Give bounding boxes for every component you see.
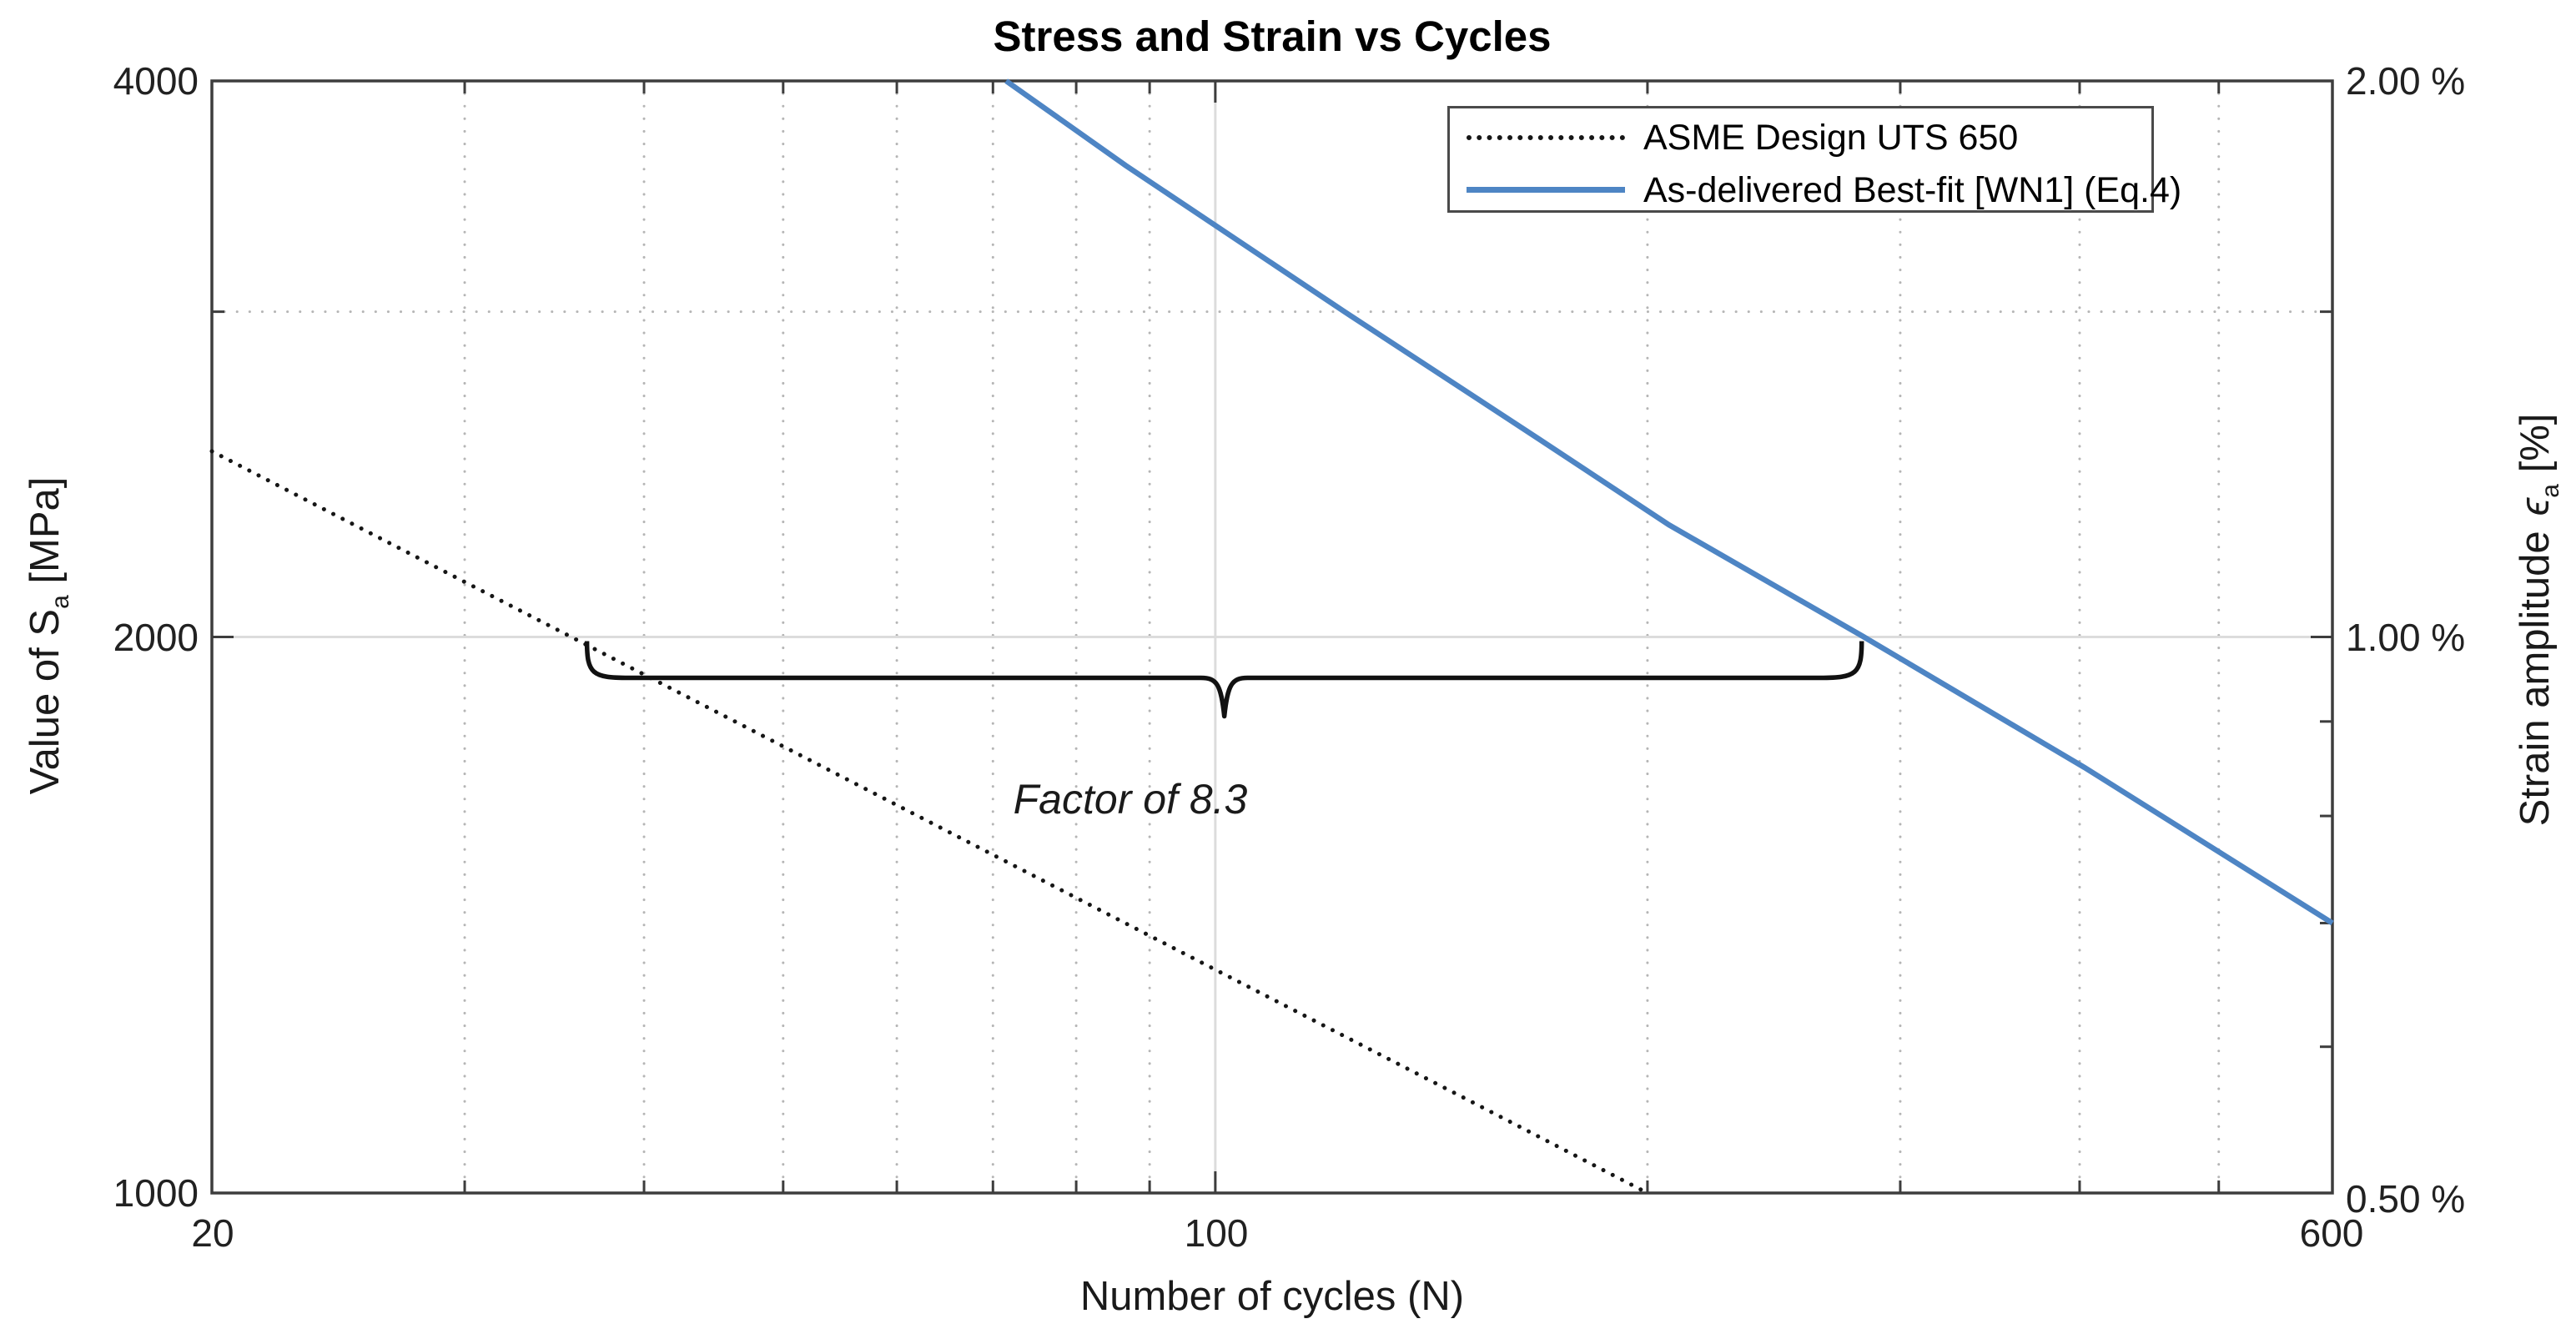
y-left-label-unit: [MPa] bbox=[23, 476, 68, 596]
y-right-label-sub: a bbox=[2537, 484, 2564, 498]
x-tick-20: 20 bbox=[191, 1211, 234, 1255]
y-left-tick-1000: 1000 bbox=[113, 1171, 199, 1215]
legend-dotted-line-sample bbox=[1467, 135, 1625, 140]
axis-ticks bbox=[210, 79, 2334, 1195]
y-right-label-main: Strain amplitude bbox=[2513, 531, 2558, 827]
legend-item-bestfit: As-delivered Best-fit [WN1] (Eq.4) bbox=[1643, 170, 2182, 210]
x-tick-600: 600 bbox=[2299, 1211, 2364, 1255]
brace-annotation bbox=[584, 641, 1864, 719]
legend-solid-line-sample bbox=[1467, 187, 1625, 193]
major-gridlines bbox=[212, 81, 2332, 1193]
epsilon-symbol: ϵ bbox=[2513, 497, 2558, 516]
legend-box: ASME Design UTS 650 As-delivered Best-fi… bbox=[1447, 106, 2181, 213]
x-axis-label: Number of cycles (N) bbox=[1079, 1274, 1465, 1319]
y-left-axis-label: Value of Sa [MPa] bbox=[22, 260, 74, 1011]
series-line-1 bbox=[1004, 78, 2334, 926]
y-left-tick-4000: 4000 bbox=[113, 59, 199, 103]
legend-item-asme: ASME Design UTS 650 bbox=[1643, 118, 2019, 158]
minor-gridlines bbox=[210, 79, 2334, 1195]
y-left-label-sub: a bbox=[47, 595, 74, 609]
y-right-tick-2pct: 2.00 % bbox=[2346, 59, 2466, 103]
data-series bbox=[209, 78, 2334, 1196]
y-left-label-main: Value of S bbox=[23, 608, 68, 795]
factor-annotation-label: Factor of 8.3 bbox=[1013, 776, 1248, 823]
y-right-tick-1pct: 1.00 % bbox=[2346, 616, 2466, 659]
y-right-axis-label: Strain amplitude ϵa [%] bbox=[2512, 244, 2564, 995]
chart-title: Stress and Strain vs Cycles bbox=[993, 13, 1552, 60]
y-right-label-unit: [%] bbox=[2513, 413, 2558, 485]
y-right-tick-05pct: 0.50 % bbox=[2346, 1177, 2466, 1221]
x-tick-100: 100 bbox=[1184, 1211, 1249, 1255]
y-left-tick-2000: 2000 bbox=[113, 616, 199, 659]
factor-brace bbox=[584, 641, 1864, 719]
